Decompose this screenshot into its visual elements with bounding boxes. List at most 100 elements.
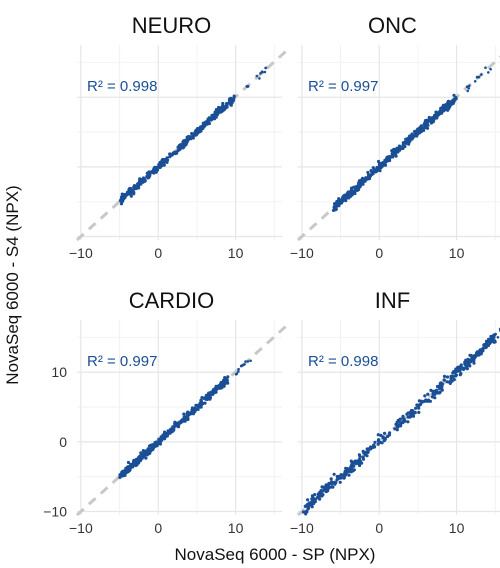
data-point: [249, 359, 252, 363]
x-tick-label: −10: [290, 245, 314, 261]
data-point: [451, 375, 455, 379]
data-point: [434, 390, 439, 394]
data-point: [205, 397, 209, 401]
x-tick-label: 10: [449, 520, 465, 536]
data-point: [147, 444, 152, 448]
data-point: [225, 380, 229, 384]
data-point: [206, 117, 210, 121]
data-points: [118, 359, 252, 479]
data-point: [133, 185, 137, 189]
data-point: [173, 420, 177, 424]
data-point: [158, 442, 162, 446]
data-point: [337, 202, 341, 206]
data-point: [371, 166, 375, 170]
panel-title: ONC: [368, 13, 417, 38]
data-point: [438, 381, 442, 385]
x-tick-label: −10: [69, 520, 93, 536]
data-point: [219, 108, 223, 112]
data-point: [326, 486, 330, 490]
data-point: [487, 71, 490, 74]
data-point: [450, 99, 454, 103]
data-point: [361, 457, 366, 461]
data-point: [355, 461, 359, 465]
data-point: [219, 380, 223, 385]
data-point: [391, 153, 395, 157]
data-point: [123, 195, 127, 199]
x-tick-label: 0: [154, 520, 162, 536]
y-tick-label: 0: [59, 434, 67, 450]
data-point: [405, 137, 409, 141]
data-point: [214, 108, 218, 112]
data-point: [496, 336, 500, 339]
data-point: [124, 466, 128, 470]
data-point: [384, 157, 389, 161]
data-point: [168, 152, 172, 156]
data-point: [486, 343, 490, 348]
data-point: [480, 73, 483, 76]
data-point: [406, 420, 410, 424]
data-point: [466, 89, 470, 93]
data-point: [119, 202, 124, 206]
data-point: [473, 80, 477, 83]
data-point: [158, 437, 162, 441]
data-point: [329, 477, 333, 481]
data-point: [222, 378, 226, 382]
data-point: [376, 168, 380, 172]
data-point: [305, 510, 309, 514]
data-point: [436, 111, 440, 115]
data-point: [126, 460, 130, 465]
panel-neuro: NEURO R² = 0.998 −10 0 10: [69, 13, 290, 261]
data-point: [333, 202, 337, 206]
data-point: [136, 459, 140, 464]
data-point: [221, 105, 225, 109]
data-point: [313, 493, 317, 497]
data-point: [403, 144, 407, 149]
data-point: [463, 366, 467, 370]
data-point: [467, 362, 471, 366]
data-point: [347, 473, 351, 477]
data-point: [310, 500, 314, 504]
data-point: [123, 471, 127, 475]
data-point: [412, 133, 416, 137]
data-point: [387, 433, 391, 437]
x-tick-label: 0: [375, 520, 383, 536]
data-points: [301, 327, 500, 516]
data-point: [234, 373, 238, 376]
r2-label: R² = 0.997: [87, 353, 157, 370]
data-point: [264, 66, 268, 70]
data-point: [445, 380, 449, 384]
data-point: [221, 101, 225, 106]
data-point: [395, 428, 399, 432]
data-point: [381, 436, 385, 440]
data-point: [411, 410, 415, 414]
data-point: [448, 380, 452, 384]
data-point: [366, 170, 370, 175]
data-point: [370, 173, 374, 177]
data-point: [192, 410, 196, 414]
data-point: [423, 394, 427, 398]
data-point: [349, 459, 353, 463]
data-point: [445, 375, 450, 379]
data-point: [258, 77, 261, 80]
data-point: [211, 391, 215, 395]
data-point: [178, 147, 182, 152]
data-point: [398, 147, 402, 151]
data-point: [163, 159, 167, 163]
data-point: [365, 454, 369, 458]
data-point: [365, 447, 369, 451]
data-point: [489, 341, 493, 344]
data-point: [341, 199, 345, 203]
data-point: [382, 439, 386, 443]
data-point: [437, 391, 442, 395]
data-point: [433, 396, 437, 400]
data-point: [446, 108, 450, 112]
data-point: [401, 414, 405, 418]
data-point: [357, 182, 361, 186]
data-point: [358, 455, 362, 459]
data-point: [169, 428, 173, 432]
data-point: [246, 360, 250, 363]
data-point: [201, 126, 205, 131]
data-point: [417, 127, 422, 131]
data-point: [420, 128, 424, 132]
data-point: [401, 420, 405, 425]
